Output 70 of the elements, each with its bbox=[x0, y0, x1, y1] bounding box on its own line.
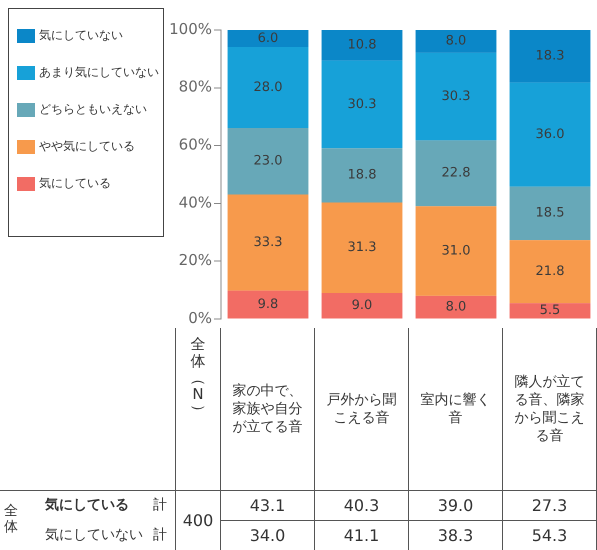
data-label: 9.0 bbox=[352, 298, 372, 314]
bar bbox=[322, 292, 402, 318]
data-label: 30.3 bbox=[442, 88, 470, 104]
data-label: 18.5 bbox=[536, 206, 564, 221]
bar bbox=[510, 240, 590, 304]
bar bbox=[228, 30, 308, 48]
text: 40.3 bbox=[315, 490, 409, 520]
text: 計 bbox=[152, 526, 168, 545]
data-label: 8.0 bbox=[446, 300, 466, 315]
text: 全体 bbox=[3, 503, 19, 536]
text: 39.0 bbox=[409, 490, 503, 520]
bar bbox=[416, 206, 496, 296]
bar bbox=[416, 296, 496, 318]
y-tick-label: 60% bbox=[178, 135, 212, 154]
legend-label: どちらともいえない bbox=[39, 101, 147, 118]
data-label: 30.3 bbox=[348, 96, 376, 112]
y-tick-label: 20% bbox=[178, 251, 212, 270]
text: 気にしている bbox=[45, 496, 130, 515]
data-label: 33.3 bbox=[254, 234, 282, 250]
legend-label: あまり気にしていない bbox=[39, 64, 159, 81]
text: 38.3 bbox=[409, 520, 503, 550]
bar bbox=[322, 148, 402, 203]
x-tick-label: 戸外から聞こえる音 bbox=[326, 390, 398, 428]
legend-label: 気にしている bbox=[39, 175, 111, 192]
data-label: 31.3 bbox=[348, 240, 376, 256]
data-label: 23.0 bbox=[254, 154, 282, 169]
y-tick-label: 40% bbox=[178, 193, 212, 212]
data-label: 36.0 bbox=[536, 126, 564, 142]
bar bbox=[510, 186, 590, 240]
x-tick-label: 家の中で、家族や自分が立てる音 bbox=[232, 382, 304, 436]
bar bbox=[510, 82, 590, 187]
bar bbox=[228, 290, 308, 318]
y-tick-label: 0% bbox=[188, 308, 212, 327]
data-label: 31.0 bbox=[442, 243, 470, 258]
bar bbox=[416, 52, 496, 140]
y-tick-label: 100% bbox=[169, 20, 212, 38]
data-label: 28.0 bbox=[254, 80, 282, 95]
text: 43.1 bbox=[221, 490, 315, 520]
x-tick-label: 室内に響く音 bbox=[420, 390, 492, 428]
text: 54.3 bbox=[503, 520, 597, 550]
bar bbox=[416, 30, 496, 53]
legend-label: 気にしていない bbox=[39, 27, 123, 44]
text: 34.0 bbox=[221, 520, 315, 550]
bar bbox=[322, 202, 402, 293]
text: 気にしていない bbox=[45, 526, 144, 545]
bar bbox=[322, 60, 402, 148]
text: 41.1 bbox=[315, 520, 409, 550]
bar bbox=[510, 30, 590, 83]
y-tick-label: 80% bbox=[178, 78, 212, 96]
data-label: 10.8 bbox=[348, 37, 376, 52]
data-label: 21.8 bbox=[536, 264, 564, 279]
bar bbox=[322, 30, 402, 61]
bar bbox=[228, 194, 308, 291]
text: 計 bbox=[152, 496, 168, 515]
data-label: 9.8 bbox=[258, 296, 278, 312]
bar bbox=[416, 140, 496, 206]
x-tick-label: 隣人が立てる音、隣家から聞こえる音 bbox=[514, 372, 586, 446]
text: 27.3 bbox=[503, 490, 597, 520]
data-label: 6.0 bbox=[258, 30, 278, 46]
bar bbox=[228, 47, 308, 128]
text: 全体（N） bbox=[189, 335, 208, 420]
bar bbox=[228, 128, 308, 194]
data-label: 22.8 bbox=[442, 166, 470, 181]
data-label: 8.0 bbox=[446, 34, 466, 49]
data-label: 5.5 bbox=[540, 303, 560, 318]
data-label: 18.8 bbox=[348, 168, 376, 183]
bar bbox=[510, 303, 590, 318]
data-label: 18.3 bbox=[536, 48, 564, 64]
legend-label: やや気にしている bbox=[39, 138, 135, 155]
text: 400 bbox=[175, 490, 221, 550]
